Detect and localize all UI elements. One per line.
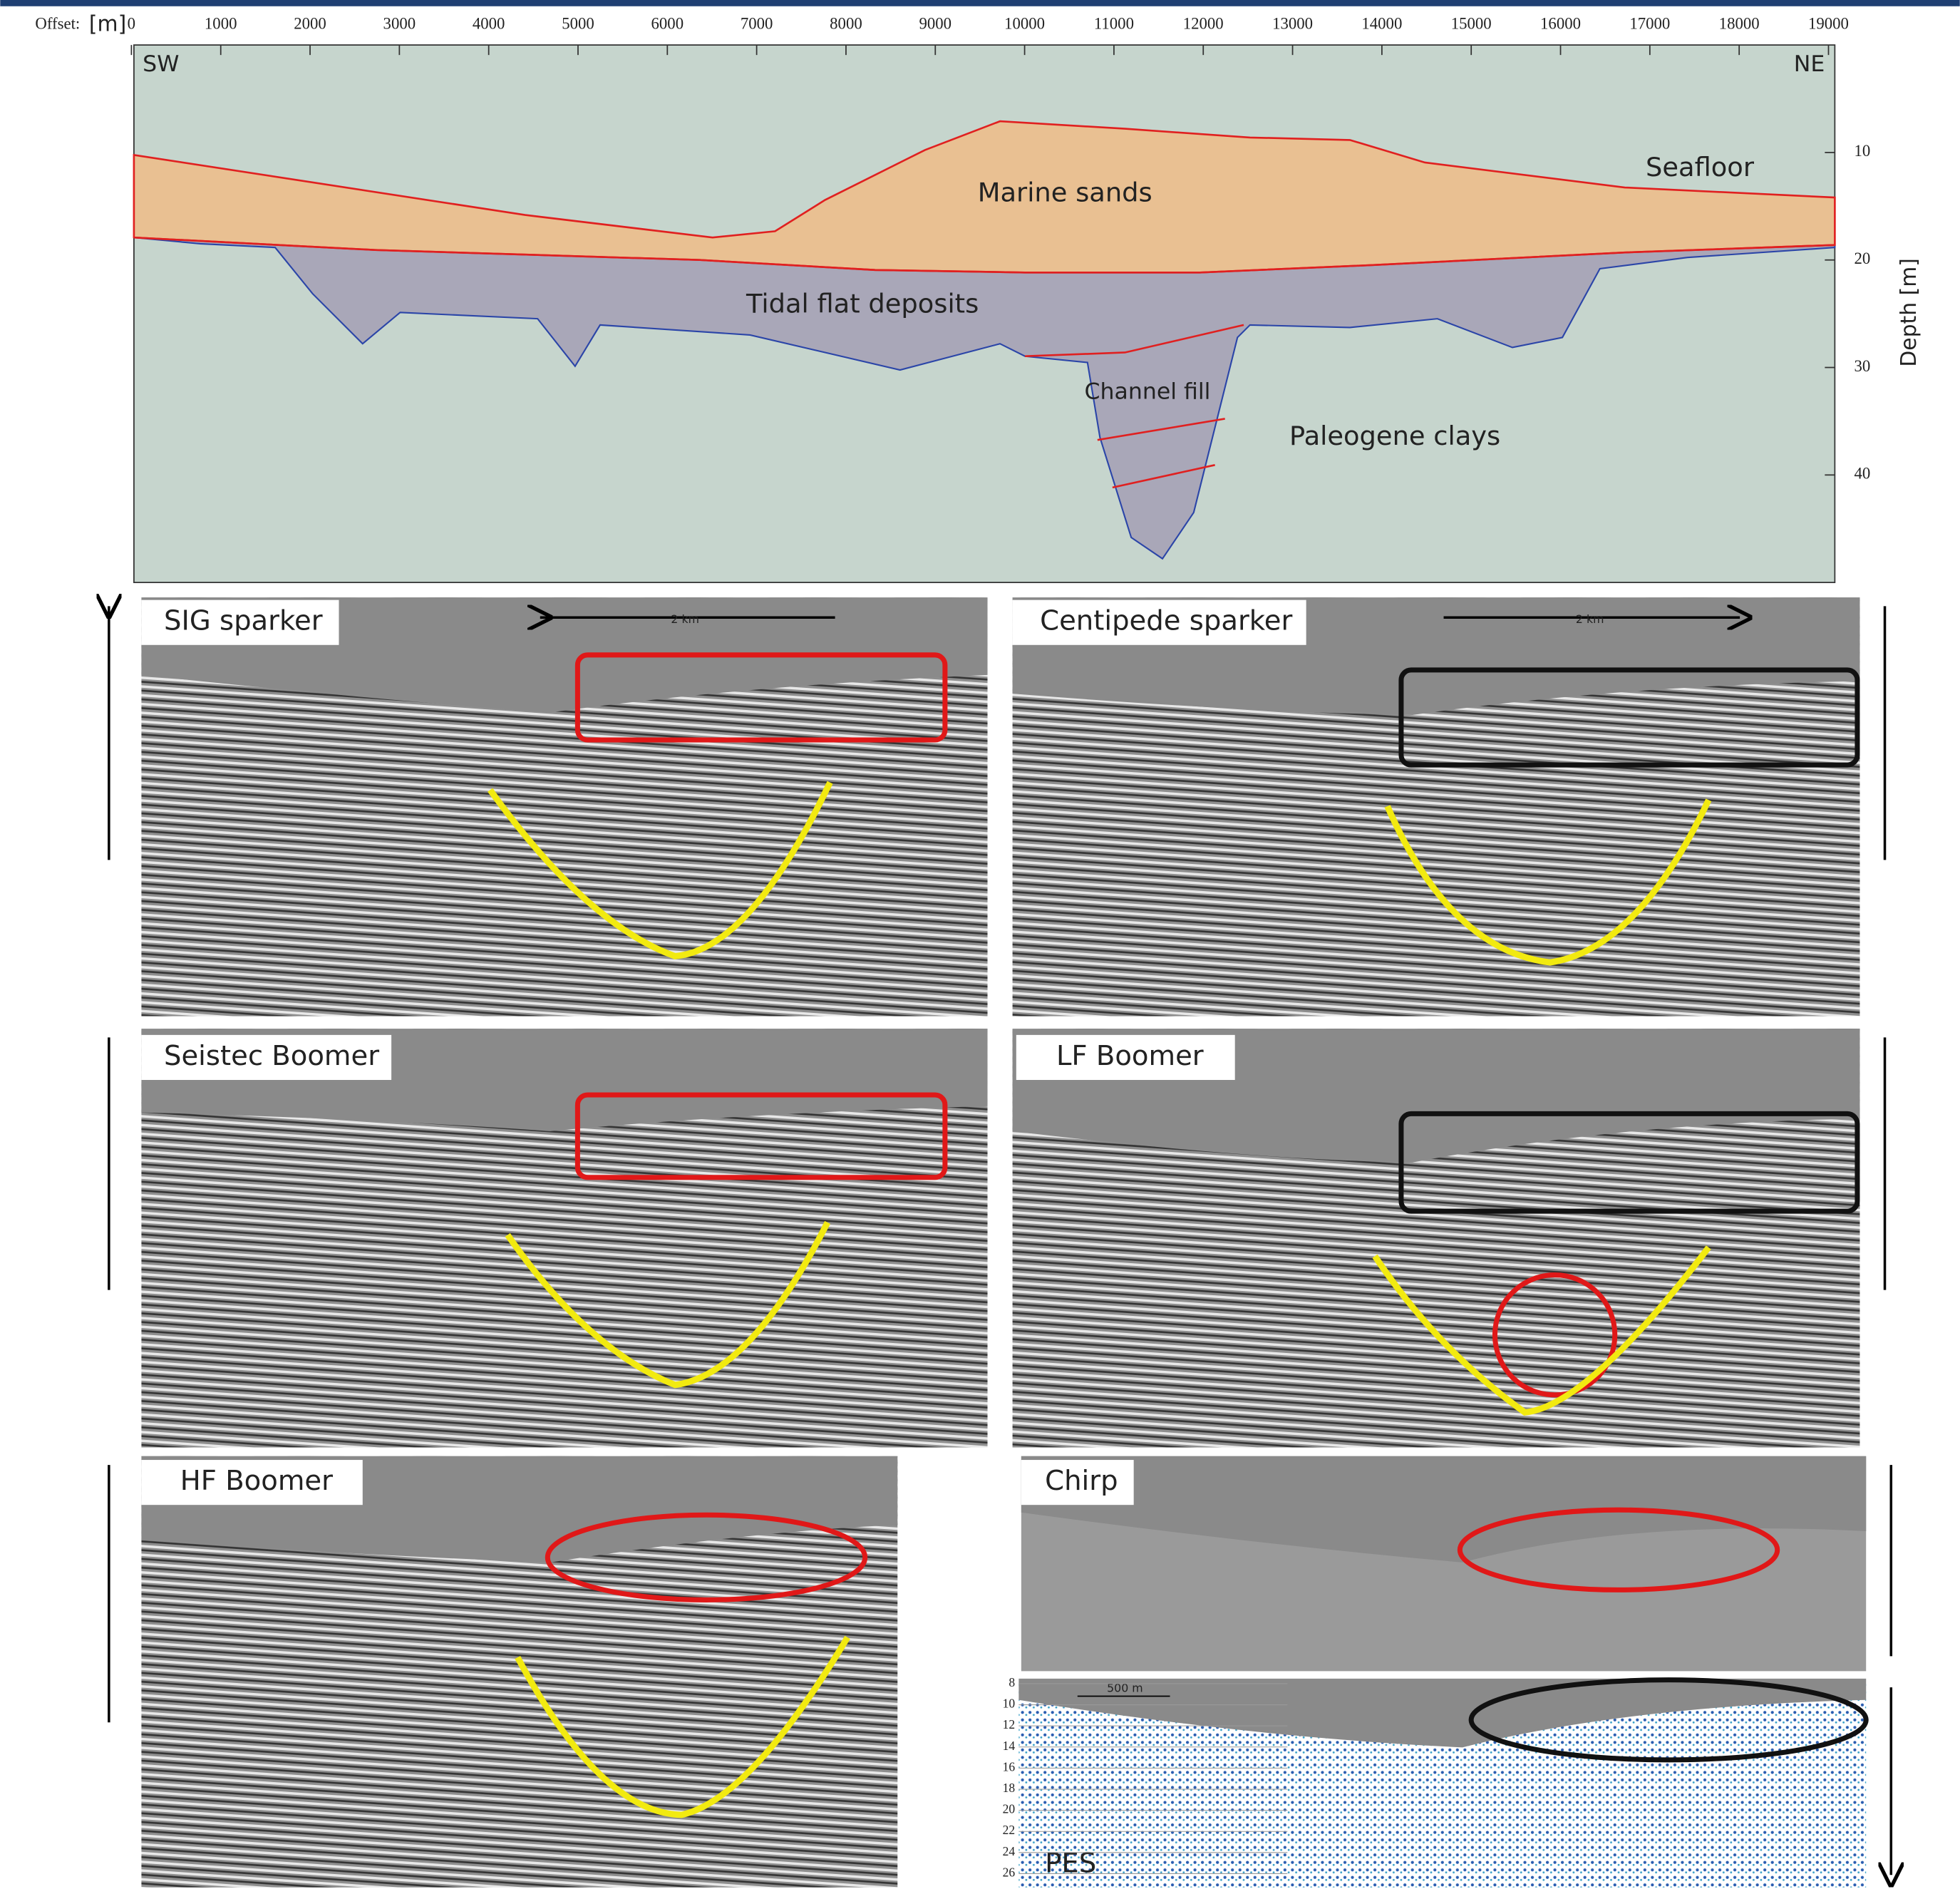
pes-tick-label: 8 xyxy=(1009,1675,1015,1689)
pes-tick-label: 12 xyxy=(1003,1717,1016,1731)
x-tick-label: 0 xyxy=(128,14,135,32)
x-tick-label: 11000 xyxy=(1094,14,1134,32)
y-tick-label: 40 xyxy=(1855,465,1871,483)
y-tick-label: 30 xyxy=(1855,357,1871,375)
scale-label: 500 m xyxy=(1107,1681,1143,1694)
scale-label: 2 km xyxy=(1576,612,1604,626)
pes-tick-label: 22 xyxy=(1003,1823,1016,1837)
unit-label: Tidal flat deposits xyxy=(746,288,979,319)
unit-label: Seafloor xyxy=(1646,152,1755,182)
pes-tick-label: 16 xyxy=(1003,1759,1016,1774)
unit-label: Paleogene clays xyxy=(1289,421,1500,451)
unit-label: Marine sands xyxy=(978,177,1152,207)
panel-label: SIG sparker xyxy=(164,605,323,637)
scale-label: 2 km xyxy=(671,612,699,626)
offset-unit: [m] xyxy=(89,12,126,37)
x-tick-label: 4000 xyxy=(473,14,505,32)
pes-tick-label: 18 xyxy=(1003,1781,1016,1795)
x-tick-label: 3000 xyxy=(383,14,416,32)
ne-label: NE xyxy=(1794,51,1825,77)
x-tick-label: 8000 xyxy=(830,14,862,32)
x-tick-label: 10000 xyxy=(1004,14,1045,32)
x-tick-label: 6000 xyxy=(651,14,684,32)
sw-label: SW xyxy=(143,51,179,77)
panels xyxy=(109,597,1891,1888)
pes-tick-label: 20 xyxy=(1003,1802,1016,1816)
x-tick-label: 13000 xyxy=(1272,14,1313,32)
offset-label: Offset: xyxy=(35,14,80,32)
pes-tick-label: 26 xyxy=(1003,1865,1016,1879)
top-bar xyxy=(0,0,1959,6)
y-tick-label: 20 xyxy=(1855,249,1871,267)
x-tick-label: 16000 xyxy=(1540,14,1581,32)
pes-tick-label: 24 xyxy=(1003,1844,1016,1858)
panel-label: Centipede sparker xyxy=(1040,605,1292,637)
depth-label: Depth [m] xyxy=(1897,258,1922,367)
x-tick-label: 1000 xyxy=(205,14,237,32)
panel-label: HF Boomer xyxy=(180,1465,333,1497)
x-tick-label: 15000 xyxy=(1451,14,1492,32)
panel-label: Chirp xyxy=(1045,1465,1118,1497)
panel-label: Seistec Boomer xyxy=(164,1040,379,1072)
x-tick-label: 2000 xyxy=(294,14,326,32)
x-tick-label: 12000 xyxy=(1183,14,1224,32)
pes-tick-label: 10 xyxy=(1003,1697,1016,1711)
unit-label: Channel fill xyxy=(1084,379,1210,405)
x-tick-label: 17000 xyxy=(1629,14,1670,32)
panel-label: LF Boomer xyxy=(1056,1040,1204,1072)
x-tick-label: 14000 xyxy=(1361,14,1402,32)
x-tick-label: 19000 xyxy=(1808,14,1849,32)
x-tick-label: 9000 xyxy=(919,14,951,32)
x-tick-label: 18000 xyxy=(1719,14,1760,32)
figure: Offset: [m] 0 1000 2000 3000 4000 5000 6000 700… xyxy=(0,0,1960,1891)
cross-section xyxy=(134,45,1835,582)
x-tick-label: 7000 xyxy=(741,14,773,32)
y-tick-label: 10 xyxy=(1855,142,1871,160)
x-tick-label: 5000 xyxy=(562,14,594,32)
pes-tick-label: 14 xyxy=(1003,1739,1016,1753)
